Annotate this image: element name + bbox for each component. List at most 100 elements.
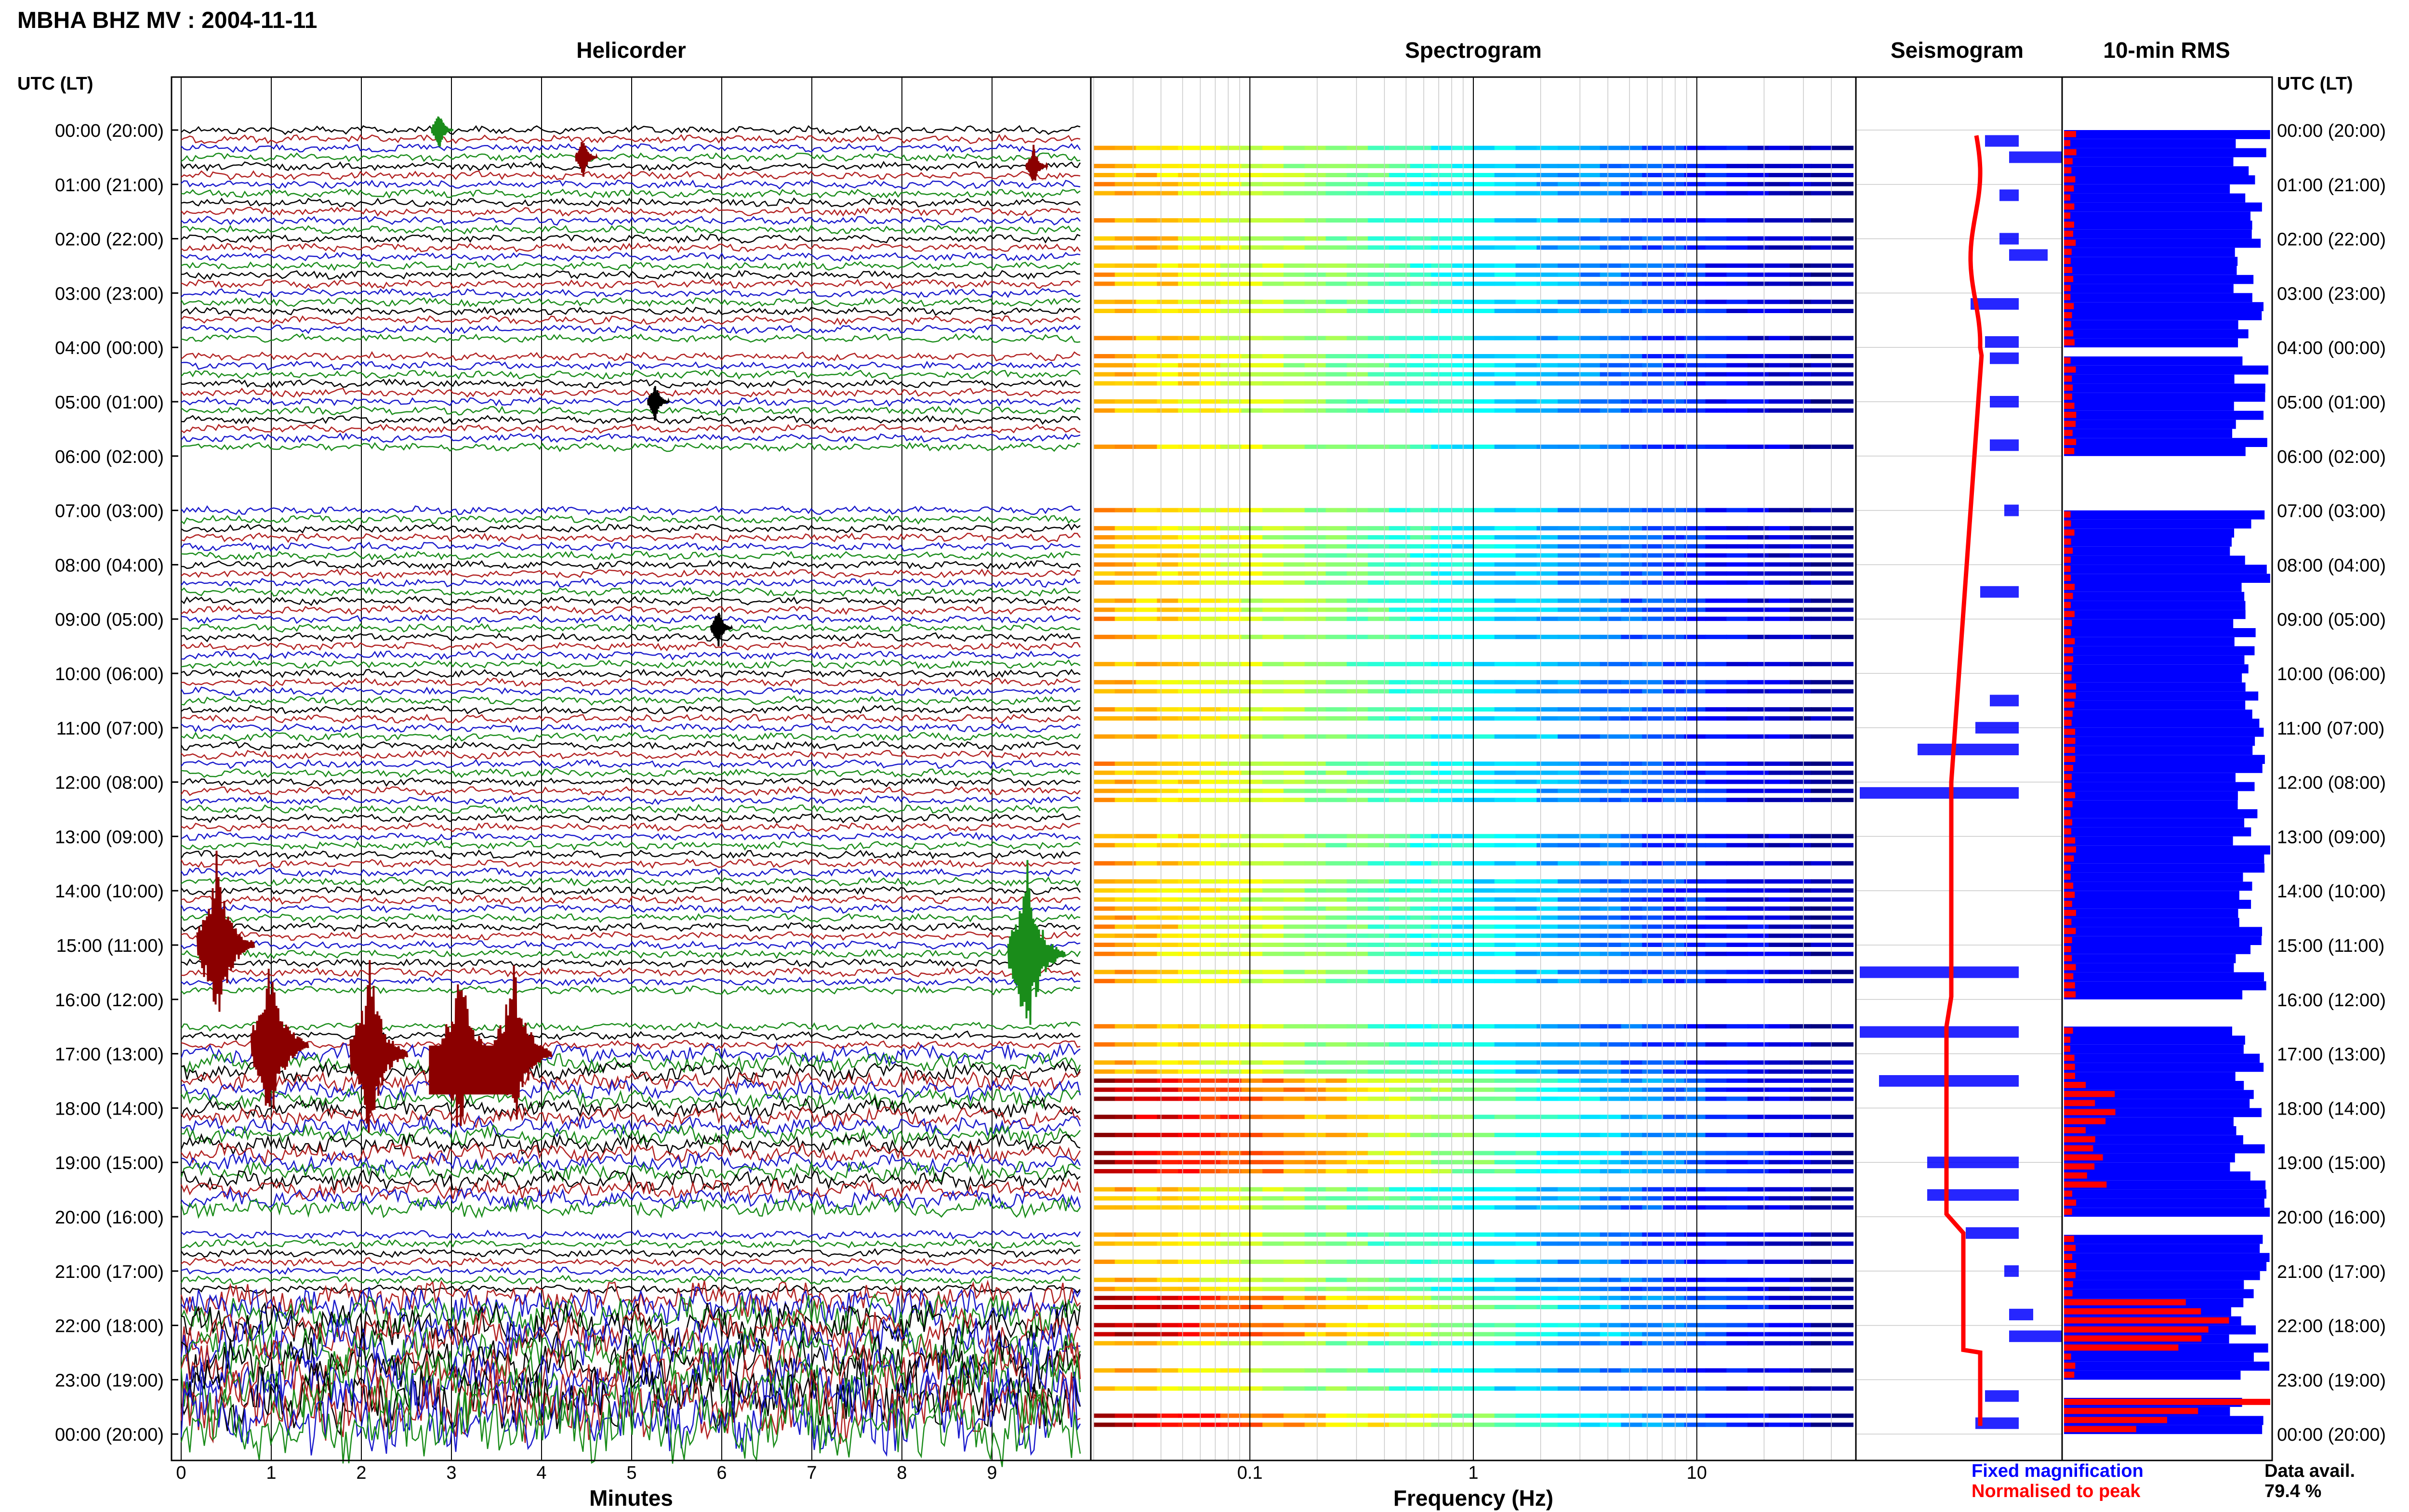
spectrogram-cell xyxy=(1262,915,1284,920)
spectrogram-cell xyxy=(1220,1151,1242,1156)
spectrogram-cell xyxy=(1684,1024,1706,1029)
spectrogram-cell xyxy=(1642,834,1664,839)
spectrogram-cell xyxy=(1284,888,1305,893)
spectrogram-cell xyxy=(1325,1196,1348,1201)
spectrogram-cell xyxy=(1431,1205,1453,1210)
spectrogram-cell xyxy=(1536,607,1559,612)
spectrogram-cell xyxy=(1199,300,1221,304)
spectrogram-cell xyxy=(1284,734,1305,739)
spectrogram-cell xyxy=(1515,562,1537,567)
spectrogram-cell xyxy=(1494,1368,1516,1373)
spectrogram-cell xyxy=(1536,1205,1559,1210)
spectrogram-cell xyxy=(1558,943,1579,947)
spectrogram-cell xyxy=(1789,1422,1812,1427)
seismogram-fixed-segment xyxy=(1860,1026,2019,1038)
spectrogram-cell xyxy=(1494,1069,1516,1074)
spectrogram-cell xyxy=(1832,562,1853,567)
rms-normalised-bar xyxy=(2064,176,2076,183)
spectrogram-cell xyxy=(1241,173,1263,177)
spectrogram-cell xyxy=(1600,1096,1622,1101)
spectrogram-cell xyxy=(1347,1069,1369,1074)
spectrogram-cell xyxy=(1663,879,1685,884)
spectrogram-cell xyxy=(1684,1196,1706,1201)
spectrogram-cell xyxy=(1515,798,1537,802)
spectrogram-cell xyxy=(1262,770,1284,775)
spectrogram-cell xyxy=(1157,1323,1179,1328)
spectrogram-cell xyxy=(1114,354,1137,358)
spectrogram-cell xyxy=(1726,300,1748,304)
spectrogram-cell xyxy=(1663,145,1685,150)
spectrogram-cell xyxy=(1663,680,1685,684)
rms-fixed-bar xyxy=(2064,918,2239,927)
spectrogram-cell xyxy=(1600,1341,1622,1346)
spectrogram-cell xyxy=(1515,861,1537,866)
spectrogram-cell xyxy=(1726,145,1748,150)
spectrogram-cell xyxy=(1262,562,1284,567)
spectrogram-cell xyxy=(1663,762,1685,766)
rms-normalised-bar xyxy=(2064,801,2073,807)
spectrogram-cell xyxy=(1726,598,1748,603)
spectrogram-cell xyxy=(1684,770,1706,775)
spectrogram-cell xyxy=(1389,798,1411,802)
spectrogram-cell xyxy=(1663,906,1685,911)
spectrogram-cell xyxy=(1262,779,1284,784)
rms-fixed-bar xyxy=(2064,1063,2264,1072)
spectrogram-cell xyxy=(1663,526,1685,531)
spectrogram-cell xyxy=(1284,1042,1305,1047)
helicorder-trace xyxy=(181,831,1081,841)
spectrogram-cell xyxy=(1789,716,1812,721)
spectrogram-cell xyxy=(1389,1332,1411,1337)
spectrogram-cell xyxy=(1684,680,1706,684)
spectrogram-cell xyxy=(1663,381,1685,386)
spectrogram-cell xyxy=(1431,1323,1453,1328)
spectrogram-cell xyxy=(1157,1422,1179,1427)
rms-normalised-bar xyxy=(2064,1417,2167,1423)
spectrogram-cell xyxy=(1578,1341,1601,1346)
helicorder-event xyxy=(1007,860,1066,1025)
spectrogram-cell xyxy=(1600,245,1622,250)
spectrogram-cell xyxy=(1325,354,1348,358)
spectrogram-cell xyxy=(1726,617,1748,621)
spectrogram-cell xyxy=(1494,236,1516,241)
spectrogram-cell xyxy=(1389,951,1411,956)
rms-fixed-bar xyxy=(2064,945,2251,954)
spectrogram-cell xyxy=(1621,1069,1643,1074)
spectrogram-cell xyxy=(1642,1341,1664,1346)
spectrogram-cell xyxy=(1536,843,1559,848)
rms-fixed-bar xyxy=(2064,872,2243,882)
spectrogram-cell xyxy=(1389,372,1411,377)
spectrogram-cell xyxy=(1410,888,1432,893)
spectrogram-cell xyxy=(1515,943,1537,947)
rms-fixed-bar xyxy=(2064,583,2242,592)
spectrogram-cell xyxy=(1726,1241,1748,1246)
spectrogram-cell xyxy=(1304,1115,1326,1119)
spectrogram-cell xyxy=(1494,535,1516,539)
spectrogram-cell xyxy=(1684,1069,1706,1074)
seismogram-fixed-segment xyxy=(1990,439,2019,451)
spectrogram-cell xyxy=(1600,336,1622,341)
spectrogram-cell xyxy=(1199,1160,1221,1165)
spectrogram-cell xyxy=(1178,662,1200,667)
spectrogram-cell xyxy=(1515,970,1537,974)
rms-fixed-bar xyxy=(2064,936,2262,945)
spectrogram-cell xyxy=(1789,1196,1812,1201)
helicorder-event xyxy=(575,142,598,177)
spectrogram-cell xyxy=(1768,662,1790,667)
rms-fixed-bar xyxy=(2064,284,2234,293)
spectrogram-cell xyxy=(1789,897,1812,902)
spectrogram-cell xyxy=(1199,164,1221,169)
spectrogram-cell xyxy=(1832,1205,1853,1210)
spectrogram-cell xyxy=(1410,1078,1432,1083)
spectrogram-cell xyxy=(1621,309,1643,313)
seismogram-fixed-segment xyxy=(2009,1309,2033,1321)
spectrogram-cell xyxy=(1157,843,1179,848)
spectrogram-cell xyxy=(1536,598,1559,603)
spectrogram-cell xyxy=(1578,680,1601,684)
spectrogram-cell xyxy=(1663,245,1685,250)
spectrogram-cell xyxy=(1114,779,1137,784)
spectrogram-cell xyxy=(1494,1241,1516,1246)
spectrogram-cell xyxy=(1431,354,1453,358)
spectrogram-cell xyxy=(1811,164,1833,169)
spectrogram-cell xyxy=(1220,979,1242,984)
spectrogram-cell xyxy=(1325,888,1348,893)
